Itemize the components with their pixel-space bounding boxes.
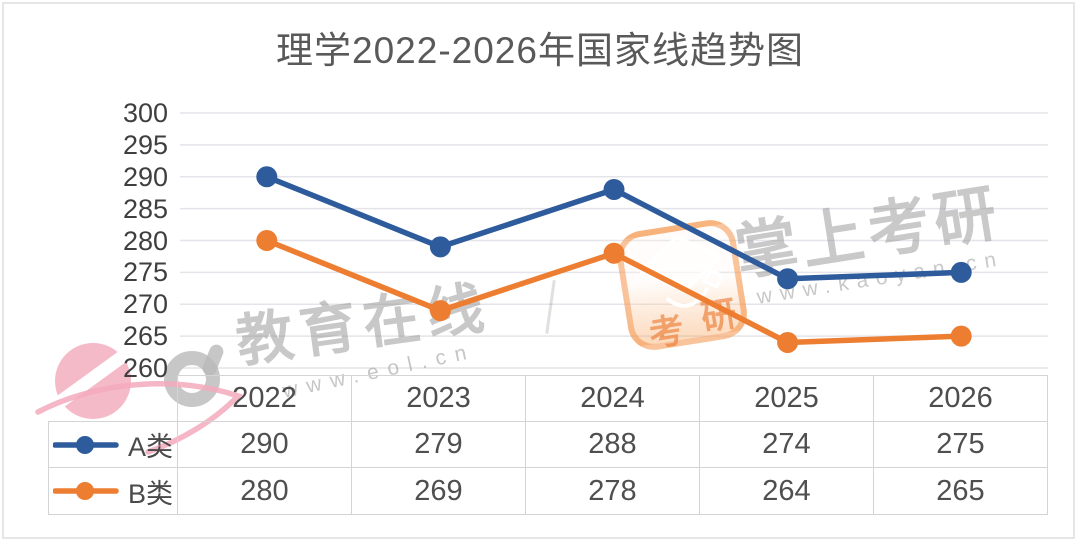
data-point-marker <box>603 242 625 264</box>
legend-cell-series-0: A类 <box>48 422 178 468</box>
table-value-cell: 279 <box>352 422 526 468</box>
legend-swatch-icon <box>52 482 119 500</box>
table-value-cell: 280 <box>178 468 352 515</box>
data-point-marker <box>777 268 799 290</box>
table-value-cell: 265 <box>874 468 1048 515</box>
y-axis-tick-label: 265 <box>122 321 168 352</box>
table-value-cell: 269 <box>352 468 526 515</box>
legend-cell-series-1: B类 <box>48 468 178 515</box>
data-point-marker <box>429 236 451 258</box>
table-year-header: 2023 <box>352 375 526 422</box>
legend-label: B类 <box>127 478 173 509</box>
legend-label: A类 <box>127 432 173 462</box>
y-axis-tick-label: 300 <box>122 98 168 128</box>
data-point-marker <box>777 332 799 353</box>
data-point-marker <box>256 230 278 251</box>
table-year-header: 2026 <box>874 375 1048 422</box>
table-year-header: 2024 <box>526 375 700 422</box>
table-year-header: 2025 <box>700 375 874 422</box>
table-year-header: 2022 <box>178 375 352 422</box>
y-axis-tick-label: 280 <box>122 225 168 256</box>
chart-data-table: 2022 2023 2024 2025 2026 A类 290 279 288 274 275 B类 2… <box>48 375 1048 515</box>
table-value-cell: 288 <box>526 422 700 468</box>
table-value-cell: 290 <box>178 422 352 468</box>
y-axis-tick-label: 285 <box>122 193 168 224</box>
data-point-marker <box>950 325 972 347</box>
data-point-marker <box>429 300 451 322</box>
table-value-cell: 264 <box>700 468 874 515</box>
chart-title: 理学2022-2026年国家线趋势图 <box>276 30 804 71</box>
data-point-marker <box>950 261 972 283</box>
table-corner-cell <box>48 375 178 422</box>
table-value-cell: 278 <box>526 468 700 515</box>
y-axis-tick-label: 275 <box>122 257 168 288</box>
table-value-cell: 275 <box>874 422 1048 468</box>
y-axis-tick-label: 295 <box>122 129 168 160</box>
table-value-cell: 274 <box>700 422 874 468</box>
data-point-marker <box>256 166 278 188</box>
y-axis-tick-label: 270 <box>122 289 168 320</box>
y-axis-tick-label: 290 <box>122 161 168 192</box>
data-point-marker <box>603 179 625 200</box>
legend-swatch-icon <box>52 435 119 454</box>
